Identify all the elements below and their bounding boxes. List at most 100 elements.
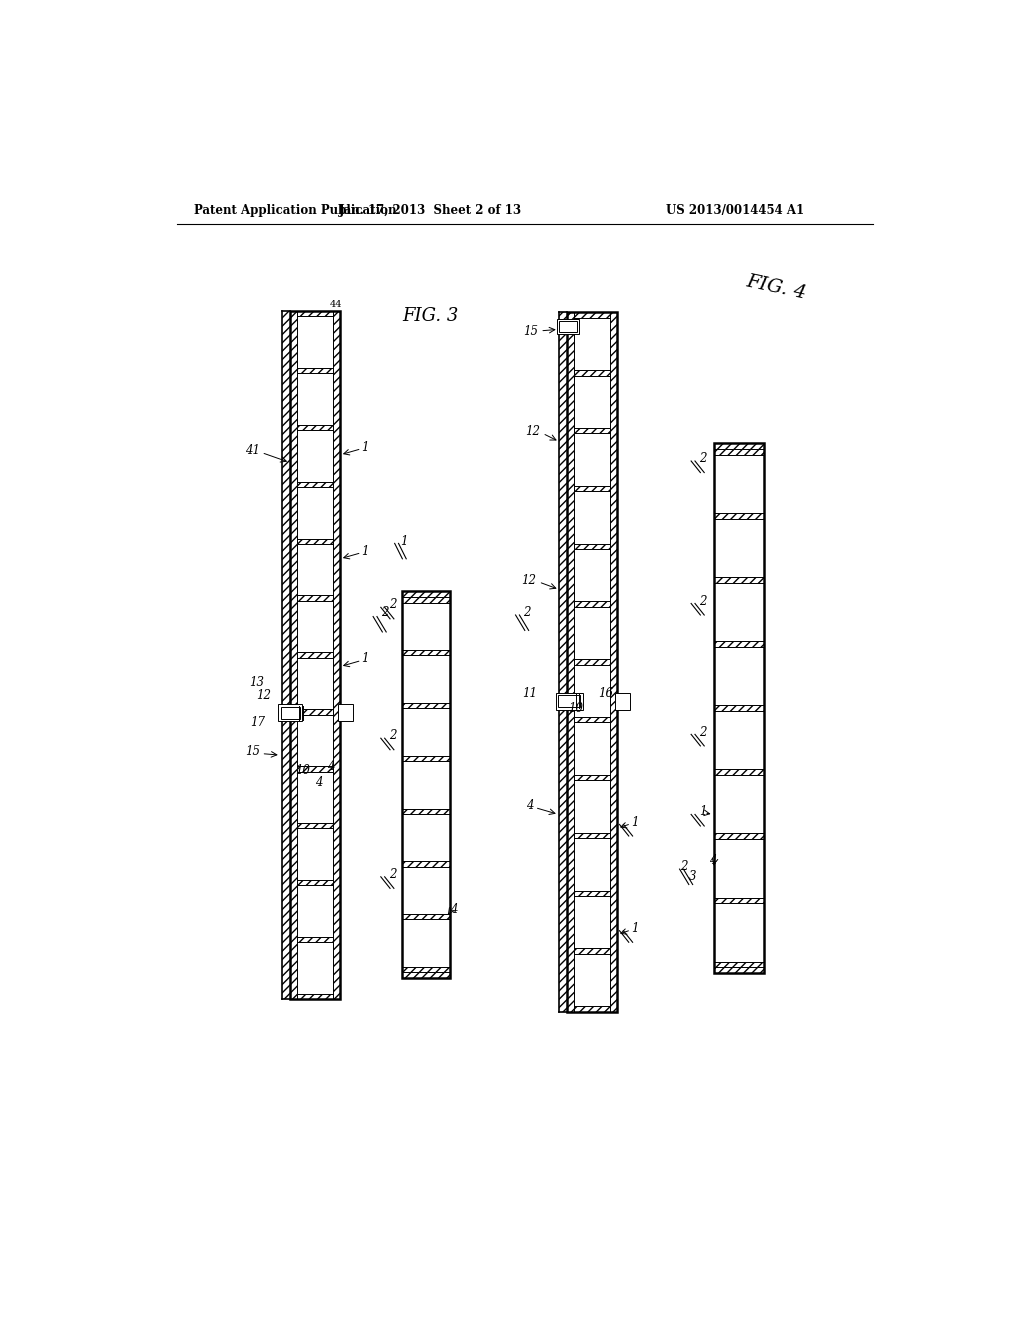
Bar bbox=[297, 482, 333, 487]
Bar bbox=[714, 898, 764, 903]
Bar bbox=[556, 693, 583, 710]
Bar bbox=[297, 994, 333, 999]
Bar bbox=[714, 833, 764, 840]
Bar bbox=[614, 693, 631, 710]
Bar bbox=[714, 577, 764, 583]
Bar bbox=[401, 651, 451, 656]
Bar bbox=[574, 891, 610, 896]
Text: 12: 12 bbox=[521, 574, 537, 587]
Bar bbox=[290, 312, 297, 999]
Text: 10: 10 bbox=[295, 764, 310, 777]
Bar bbox=[574, 370, 610, 376]
Bar bbox=[574, 607, 610, 659]
Bar bbox=[574, 486, 610, 491]
Text: 4: 4 bbox=[327, 760, 335, 774]
Bar bbox=[401, 808, 451, 814]
Bar bbox=[401, 920, 451, 966]
Bar bbox=[297, 824, 333, 829]
Bar bbox=[297, 937, 333, 942]
Bar bbox=[574, 780, 610, 833]
Bar bbox=[401, 603, 451, 651]
Bar bbox=[401, 597, 451, 603]
Text: 2: 2 bbox=[699, 726, 707, 739]
Bar bbox=[401, 915, 451, 920]
Bar bbox=[297, 829, 333, 880]
Bar bbox=[574, 659, 610, 665]
Bar bbox=[333, 312, 340, 999]
Bar bbox=[574, 838, 610, 891]
Bar bbox=[714, 775, 764, 833]
Bar bbox=[401, 591, 451, 598]
Bar bbox=[574, 376, 610, 428]
Bar bbox=[297, 886, 333, 937]
Bar bbox=[401, 968, 451, 973]
Bar bbox=[574, 486, 610, 491]
Text: 2: 2 bbox=[699, 594, 707, 607]
Text: 1: 1 bbox=[361, 545, 369, 557]
Text: FIG. 3: FIG. 3 bbox=[402, 308, 459, 325]
Text: 11: 11 bbox=[522, 686, 538, 700]
Text: US 2013/0014454 A1: US 2013/0014454 A1 bbox=[666, 205, 804, 218]
Bar bbox=[297, 824, 333, 829]
Bar bbox=[574, 948, 610, 954]
Bar bbox=[574, 1006, 610, 1011]
Bar bbox=[610, 313, 617, 1011]
Bar bbox=[714, 903, 764, 961]
Bar bbox=[574, 775, 610, 780]
Bar bbox=[714, 450, 764, 455]
Bar bbox=[297, 937, 333, 942]
Bar bbox=[279, 705, 302, 721]
Bar bbox=[714, 961, 764, 966]
Bar bbox=[401, 762, 451, 808]
Bar bbox=[574, 954, 610, 1006]
Bar bbox=[281, 706, 300, 719]
Bar bbox=[297, 312, 333, 317]
Text: 2: 2 bbox=[389, 598, 396, 611]
Bar bbox=[401, 756, 451, 762]
Bar bbox=[574, 775, 610, 780]
Bar bbox=[714, 642, 764, 647]
Bar bbox=[297, 368, 333, 374]
Bar bbox=[574, 318, 610, 370]
Bar bbox=[574, 717, 610, 722]
Bar bbox=[567, 313, 617, 1011]
Bar bbox=[559, 321, 578, 331]
Bar bbox=[610, 313, 617, 1011]
Bar bbox=[283, 312, 290, 999]
Text: 3: 3 bbox=[689, 870, 696, 883]
Bar bbox=[574, 665, 610, 717]
Bar bbox=[297, 374, 333, 425]
Text: 12: 12 bbox=[525, 425, 541, 438]
Bar bbox=[558, 696, 581, 708]
Bar bbox=[714, 961, 764, 966]
Bar bbox=[574, 544, 610, 549]
Bar bbox=[714, 647, 764, 705]
Bar bbox=[574, 602, 610, 607]
Bar bbox=[401, 709, 451, 755]
Bar bbox=[574, 428, 610, 433]
Text: Jan. 17, 2013  Sheet 2 of 13: Jan. 17, 2013 Sheet 2 of 13 bbox=[339, 205, 522, 218]
Bar bbox=[297, 880, 333, 886]
Bar bbox=[714, 966, 764, 973]
Bar bbox=[297, 430, 333, 482]
Text: 2: 2 bbox=[523, 606, 530, 619]
Bar bbox=[290, 312, 297, 999]
Bar bbox=[297, 652, 333, 657]
Bar bbox=[574, 370, 610, 376]
Bar bbox=[714, 519, 764, 577]
Bar bbox=[297, 652, 333, 657]
Bar bbox=[574, 722, 610, 775]
Text: 1: 1 bbox=[361, 652, 369, 665]
Bar bbox=[297, 487, 333, 539]
Text: 2: 2 bbox=[680, 861, 687, 874]
Bar bbox=[297, 994, 333, 999]
Bar bbox=[567, 313, 574, 1011]
Bar bbox=[297, 601, 333, 652]
Bar bbox=[714, 770, 764, 775]
Bar bbox=[297, 942, 333, 994]
Bar bbox=[290, 312, 340, 999]
Text: 15: 15 bbox=[523, 325, 539, 338]
Bar bbox=[714, 642, 764, 647]
Bar bbox=[574, 1006, 610, 1011]
Bar bbox=[574, 313, 610, 318]
